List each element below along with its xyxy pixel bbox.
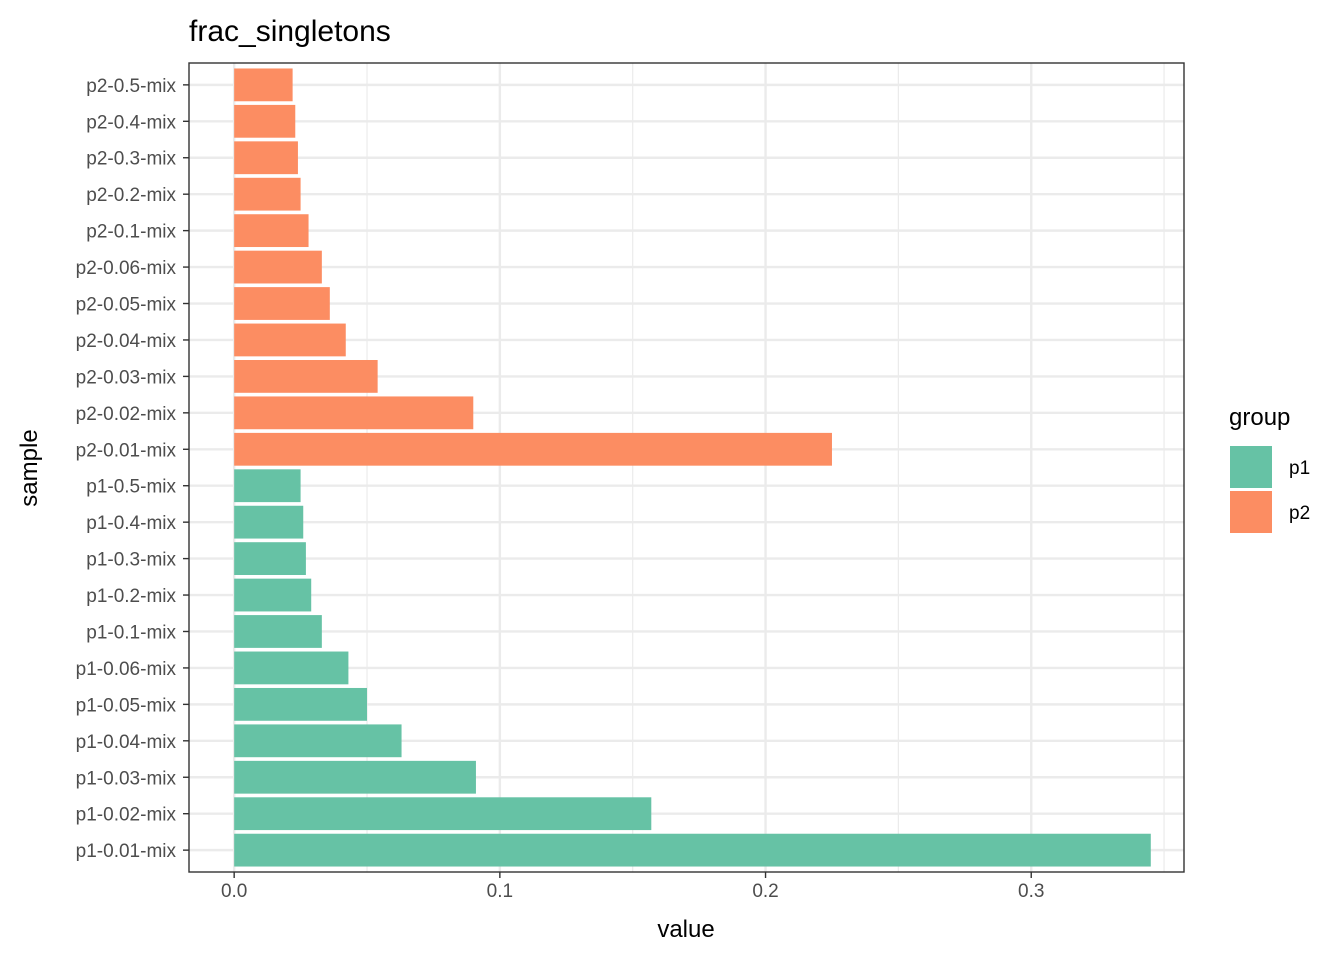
y-axis: p1-0.01-mix p1-0.02-mix p1-0.03-mix p1-0.04…: [76, 76, 189, 862]
bar-p1-0.06-mix: [234, 651, 349, 685]
legend-title: group: [1229, 404, 1290, 431]
x-tick-label: 0.2: [752, 881, 778, 902]
x-tick-label: 0.0: [221, 881, 247, 902]
y-tick-label: p2-0.06-mix: [76, 258, 177, 279]
bar-p1-0.1-mix: [234, 615, 322, 648]
bar-p2-0.3-mix: [234, 141, 298, 175]
x-axis: 0.0 0.1 0.2 0.3: [221, 872, 1044, 902]
y-tick-label: p2-0.04-mix: [76, 331, 177, 352]
legend-key-p1: [1230, 446, 1272, 488]
bar-p2-0.2-mix: [234, 177, 301, 211]
bar-p1-0.04-mix: [234, 724, 402, 758]
y-tick-label: p1-0.1-mix: [86, 622, 176, 643]
y-tick-label: p2-0.2-mix: [86, 185, 176, 206]
legend-entries: p1 p2: [1230, 446, 1310, 533]
bar-p1-0.02-mix: [234, 797, 652, 831]
legend-label-p2: p2: [1289, 503, 1310, 524]
bar-p2-0.4-mix: [234, 104, 296, 138]
y-tick-label: p1-0.06-mix: [76, 659, 177, 680]
bar-p1-0.4-mix: [234, 505, 304, 539]
bar-p1-0.03-mix: [234, 760, 476, 794]
bar-p2-0.03-mix: [234, 359, 378, 393]
bar-p2-0.04-mix: [234, 323, 346, 357]
bar-p2-0.1-mix: [234, 214, 309, 248]
bar-p1-0.2-mix: [234, 578, 312, 612]
bar-p2-0.01-mix: [234, 432, 832, 466]
y-tick-label: p1-0.3-mix: [86, 550, 176, 571]
y-tick-label: p2-0.02-mix: [76, 404, 177, 425]
bar-p2-0.05-mix: [234, 287, 330, 320]
y-tick-label: p1-0.03-mix: [76, 768, 177, 789]
y-tick-label: p2-0.1-mix: [86, 222, 176, 243]
y-tick-label: p1-0.2-mix: [86, 586, 176, 607]
bar-p2-0.02-mix: [234, 396, 474, 430]
y-tick-label: p2-0.01-mix: [76, 440, 177, 461]
x-tick-label: 0.1: [487, 881, 513, 902]
bar-p1-0.5-mix: [234, 469, 301, 503]
bar-p2-0.5-mix: [234, 68, 293, 102]
plot-panel-border: [188, 62, 1185, 873]
y-tick-label: p2-0.05-mix: [76, 295, 177, 316]
legend: group p1 p2: [1229, 404, 1310, 533]
y-tick-label: p2-0.5-mix: [86, 76, 176, 97]
legend-key-p2: [1230, 491, 1272, 533]
x-axis-title: value: [657, 916, 714, 943]
bar-p2-0.06-mix: [234, 250, 322, 284]
y-tick-label: p2-0.3-mix: [86, 149, 176, 170]
y-tick-label: p1-0.05-mix: [76, 695, 177, 716]
y-tick-label: p1-0.04-mix: [76, 732, 177, 753]
y-tick-label: p2-0.03-mix: [76, 367, 177, 388]
y-tick-label: p1-0.01-mix: [76, 841, 177, 862]
y-tick-label: p1-0.5-mix: [86, 477, 176, 498]
bar-p1-0.3-mix: [234, 542, 306, 576]
y-tick-label: p1-0.4-mix: [86, 513, 176, 534]
chart-title: frac_singletons: [189, 15, 391, 48]
bar-p1-0.05-mix: [234, 687, 368, 721]
y-tick-label: p2-0.4-mix: [86, 112, 176, 133]
bar-p1-0.01-mix: [234, 833, 1151, 867]
bars: [234, 68, 1151, 867]
x-tick-label: 0.3: [1018, 881, 1044, 902]
y-tick-label: p1-0.02-mix: [76, 805, 177, 826]
y-axis-title: sample: [16, 429, 43, 506]
legend-label-p1: p1: [1289, 458, 1310, 479]
